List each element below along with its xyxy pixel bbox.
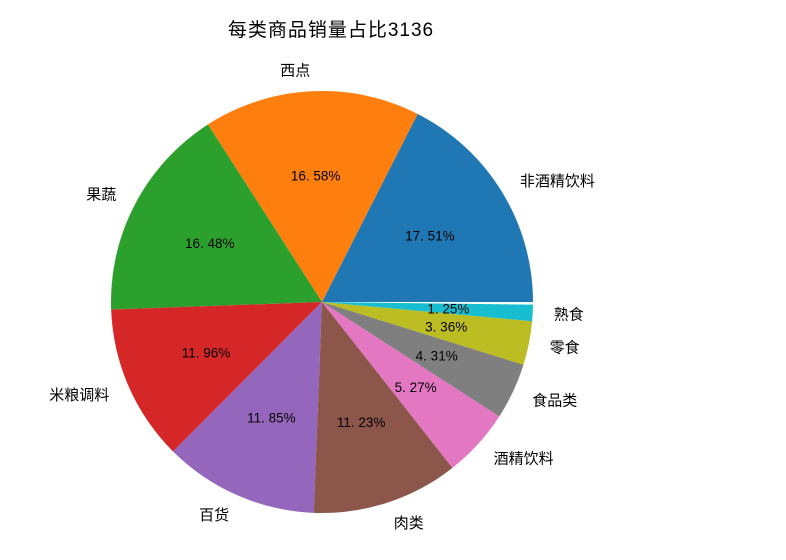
slice-label-8: 零食 xyxy=(550,340,580,357)
slice-label-2: 果蔬 xyxy=(86,187,116,204)
slice-label-4: 百货 xyxy=(199,507,229,524)
slice-percent-2: 16. 48% xyxy=(185,236,235,251)
slice-percent-9: 1. 25% xyxy=(427,301,469,316)
slice-percent-8: 3. 36% xyxy=(425,319,467,334)
slice-percent-1: 16. 58% xyxy=(291,168,341,183)
slice-label-7: 食品类 xyxy=(532,393,577,410)
slice-percent-6: 5. 27% xyxy=(395,380,437,395)
pie-slice-9 xyxy=(322,302,533,322)
slice-label-6: 酒精饮料 xyxy=(494,451,554,468)
slice-percent-3: 11. 96% xyxy=(182,345,231,360)
slice-percent-5: 11. 23% xyxy=(337,415,386,430)
pie-percent-labels: 17. 51% 16. 58% 16. 48% 11. 96% 11. 85% 11. 2… xyxy=(182,168,470,430)
pie-slice-3 xyxy=(111,302,322,452)
slice-label-3: 米粮调料 xyxy=(49,387,109,404)
slice-label-9: 熟食 xyxy=(554,306,584,323)
slice-label-5: 肉类 xyxy=(394,515,424,532)
pie-slice-8 xyxy=(322,302,533,365)
pie-slice-6 xyxy=(322,302,500,468)
chart-title: 每类商品销量占比3136 xyxy=(228,19,434,41)
pie-slice-4 xyxy=(173,302,322,513)
slice-percent-7: 4. 31% xyxy=(416,348,458,363)
pie-slice-7 xyxy=(322,302,524,417)
pie-slices xyxy=(111,91,533,513)
pie-slice-2 xyxy=(111,124,322,310)
slice-percent-0: 17. 51% xyxy=(405,229,455,244)
slice-label-0: 非酒精饮料 xyxy=(520,173,595,190)
pie-slice-0 xyxy=(322,113,533,302)
pie-slice-5 xyxy=(313,302,453,513)
pie-slice-1 xyxy=(207,91,418,302)
slice-percent-4: 11. 85% xyxy=(247,411,296,426)
slice-label-1: 西点 xyxy=(280,62,310,79)
